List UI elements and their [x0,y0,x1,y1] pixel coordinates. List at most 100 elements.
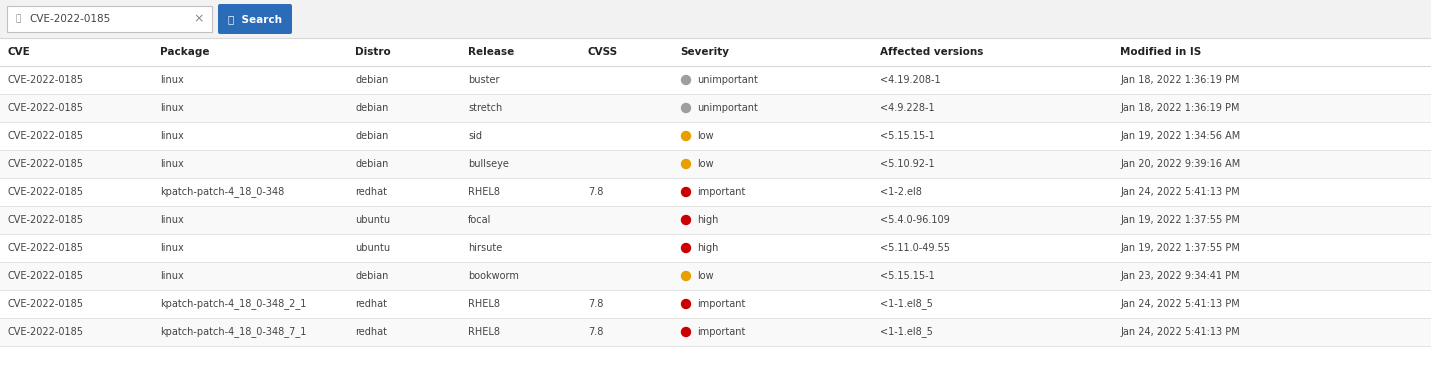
Text: stretch: stretch [468,103,502,113]
Text: low: low [697,159,714,169]
Bar [0,150,1431,178]
Circle shape [681,103,691,113]
Text: hirsute: hirsute [468,243,502,253]
Bar [0,66,1431,94]
Text: linux: linux [160,103,183,113]
Text: 🔍: 🔍 [14,15,20,23]
Text: debian: debian [355,131,388,141]
Text: <5.15.15-1: <5.15.15-1 [880,271,934,281]
Text: Jan 20, 2022 9:39:16 AM: Jan 20, 2022 9:39:16 AM [1120,159,1241,169]
Circle shape [681,160,691,169]
Text: <5.11.0-49.55: <5.11.0-49.55 [880,243,950,253]
Text: CVE-2022-0185: CVE-2022-0185 [29,14,110,24]
Text: <1-1.el8_5: <1-1.el8_5 [880,326,933,338]
Text: <1-1.el8_5: <1-1.el8_5 [880,298,933,310]
Text: 🔍  Search: 🔍 Search [228,14,282,24]
Text: kpatch-patch-4_18_0-348_7_1: kpatch-patch-4_18_0-348_7_1 [160,326,306,338]
Text: Jan 19, 2022 1:34:56 AM: Jan 19, 2022 1:34:56 AM [1120,131,1241,141]
Text: debian: debian [355,159,388,169]
Text: redhat: redhat [355,327,386,337]
Text: <4.9.228-1: <4.9.228-1 [880,103,934,113]
Text: CVE-2022-0185: CVE-2022-0185 [9,271,84,281]
Bar [7,6,212,32]
Text: RHEL8: RHEL8 [468,327,499,337]
Bar [0,94,1431,122]
Text: redhat: redhat [355,299,386,309]
Text: linux: linux [160,215,183,225]
Text: CVE-2022-0185: CVE-2022-0185 [9,131,84,141]
Text: <4.19.208-1: <4.19.208-1 [880,75,940,85]
Text: <5.10.92-1: <5.10.92-1 [880,159,934,169]
Text: sid: sid [468,131,482,141]
Text: buster: buster [468,75,499,85]
Text: bookworm: bookworm [468,271,519,281]
Text: <1-2.el8: <1-2.el8 [880,187,922,197]
Text: RHEL8: RHEL8 [468,187,499,197]
Text: 7.8: 7.8 [588,187,604,197]
Text: linux: linux [160,131,183,141]
Text: kpatch-patch-4_18_0-348_2_1: kpatch-patch-4_18_0-348_2_1 [160,298,306,310]
Bar [0,206,1431,234]
Text: debian: debian [355,103,388,113]
Circle shape [681,327,691,336]
Text: kpatch-patch-4_18_0-348: kpatch-patch-4_18_0-348 [160,186,285,197]
Circle shape [681,216,691,225]
Text: Modified in IS: Modified in IS [1120,47,1201,57]
Bar [0,38,1431,66]
Circle shape [681,75,691,85]
Text: bullseye: bullseye [468,159,509,169]
Text: focal: focal [468,215,491,225]
Text: Jan 19, 2022 1:37:55 PM: Jan 19, 2022 1:37:55 PM [1120,215,1239,225]
Circle shape [681,132,691,141]
Circle shape [681,272,691,280]
Bar [0,290,1431,318]
Text: Severity: Severity [680,47,728,57]
Text: linux: linux [160,75,183,85]
Bar [0,178,1431,206]
Text: high: high [697,215,718,225]
FancyBboxPatch shape [218,4,292,34]
Bar [0,234,1431,262]
Circle shape [681,300,691,308]
Text: Jan 24, 2022 5:41:13 PM: Jan 24, 2022 5:41:13 PM [1120,187,1239,197]
Text: <5.15.15-1: <5.15.15-1 [880,131,934,141]
Text: CVE-2022-0185: CVE-2022-0185 [9,159,84,169]
Text: Distro: Distro [355,47,391,57]
Text: low: low [697,271,714,281]
Text: important: important [697,299,746,309]
Text: CVE-2022-0185: CVE-2022-0185 [9,243,84,253]
Text: CVE-2022-0185: CVE-2022-0185 [9,187,84,197]
Text: 7.8: 7.8 [588,299,604,309]
Text: linux: linux [160,271,183,281]
Text: linux: linux [160,159,183,169]
Text: CVE-2022-0185: CVE-2022-0185 [9,103,84,113]
Text: redhat: redhat [355,187,386,197]
Text: unimportant: unimportant [697,103,758,113]
Text: ubuntu: ubuntu [355,243,391,253]
Text: high: high [697,243,718,253]
Text: Affected versions: Affected versions [880,47,983,57]
Text: Jan 24, 2022 5:41:13 PM: Jan 24, 2022 5:41:13 PM [1120,299,1239,309]
Text: important: important [697,187,746,197]
Text: Jan 18, 2022 1:36:19 PM: Jan 18, 2022 1:36:19 PM [1120,75,1239,85]
Text: CVE-2022-0185: CVE-2022-0185 [9,75,84,85]
Text: Jan 24, 2022 5:41:13 PM: Jan 24, 2022 5:41:13 PM [1120,327,1239,337]
Text: CVSS: CVSS [588,47,618,57]
Text: Jan 23, 2022 9:34:41 PM: Jan 23, 2022 9:34:41 PM [1120,271,1239,281]
Text: Jan 18, 2022 1:36:19 PM: Jan 18, 2022 1:36:19 PM [1120,103,1239,113]
Circle shape [681,188,691,197]
Bar [0,0,1431,38]
Text: ×: × [193,13,205,25]
Bar [0,318,1431,346]
Text: CVE: CVE [9,47,30,57]
Circle shape [681,244,691,253]
Text: unimportant: unimportant [697,75,758,85]
Text: low: low [697,131,714,141]
Text: Jan 19, 2022 1:37:55 PM: Jan 19, 2022 1:37:55 PM [1120,243,1239,253]
Text: debian: debian [355,271,388,281]
Text: important: important [697,327,746,337]
Text: debian: debian [355,75,388,85]
Text: Release: Release [468,47,514,57]
Text: Package: Package [160,47,209,57]
Bar [0,262,1431,290]
